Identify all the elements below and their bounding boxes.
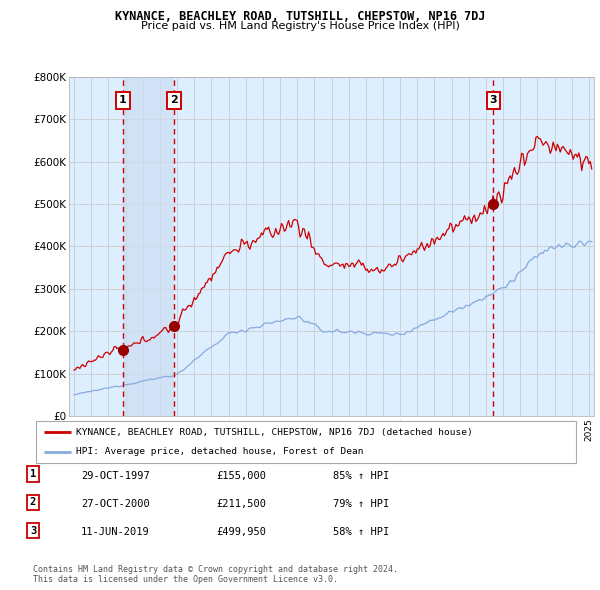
Text: 3: 3 [490, 96, 497, 106]
Text: £155,000: £155,000 [216, 471, 266, 481]
Text: 1: 1 [30, 469, 36, 479]
Text: 1: 1 [119, 96, 127, 106]
Text: Contains HM Land Registry data © Crown copyright and database right 2024.
This d: Contains HM Land Registry data © Crown c… [33, 565, 398, 584]
Text: HPI: Average price, detached house, Forest of Dean: HPI: Average price, detached house, Fore… [77, 447, 364, 456]
Text: 27-OCT-2000: 27-OCT-2000 [81, 499, 150, 509]
Text: 3: 3 [30, 526, 36, 536]
Text: 2: 2 [170, 96, 178, 106]
Text: 79% ↑ HPI: 79% ↑ HPI [333, 499, 389, 509]
Text: KYNANCE, BEACHLEY ROAD, TUTSHILL, CHEPSTOW, NP16 7DJ (detached house): KYNANCE, BEACHLEY ROAD, TUTSHILL, CHEPST… [77, 428, 473, 437]
Text: 85% ↑ HPI: 85% ↑ HPI [333, 471, 389, 481]
Text: £499,950: £499,950 [216, 527, 266, 537]
Text: 29-OCT-1997: 29-OCT-1997 [81, 471, 150, 481]
Text: Price paid vs. HM Land Registry's House Price Index (HPI): Price paid vs. HM Land Registry's House … [140, 21, 460, 31]
Text: KYNANCE, BEACHLEY ROAD, TUTSHILL, CHEPSTOW, NP16 7DJ: KYNANCE, BEACHLEY ROAD, TUTSHILL, CHEPST… [115, 10, 485, 23]
Text: £211,500: £211,500 [216, 499, 266, 509]
Bar [123, 77, 174, 416]
FancyBboxPatch shape [36, 421, 576, 463]
Text: 2: 2 [30, 497, 36, 507]
Text: 11-JUN-2019: 11-JUN-2019 [81, 527, 150, 537]
Text: 58% ↑ HPI: 58% ↑ HPI [333, 527, 389, 537]
